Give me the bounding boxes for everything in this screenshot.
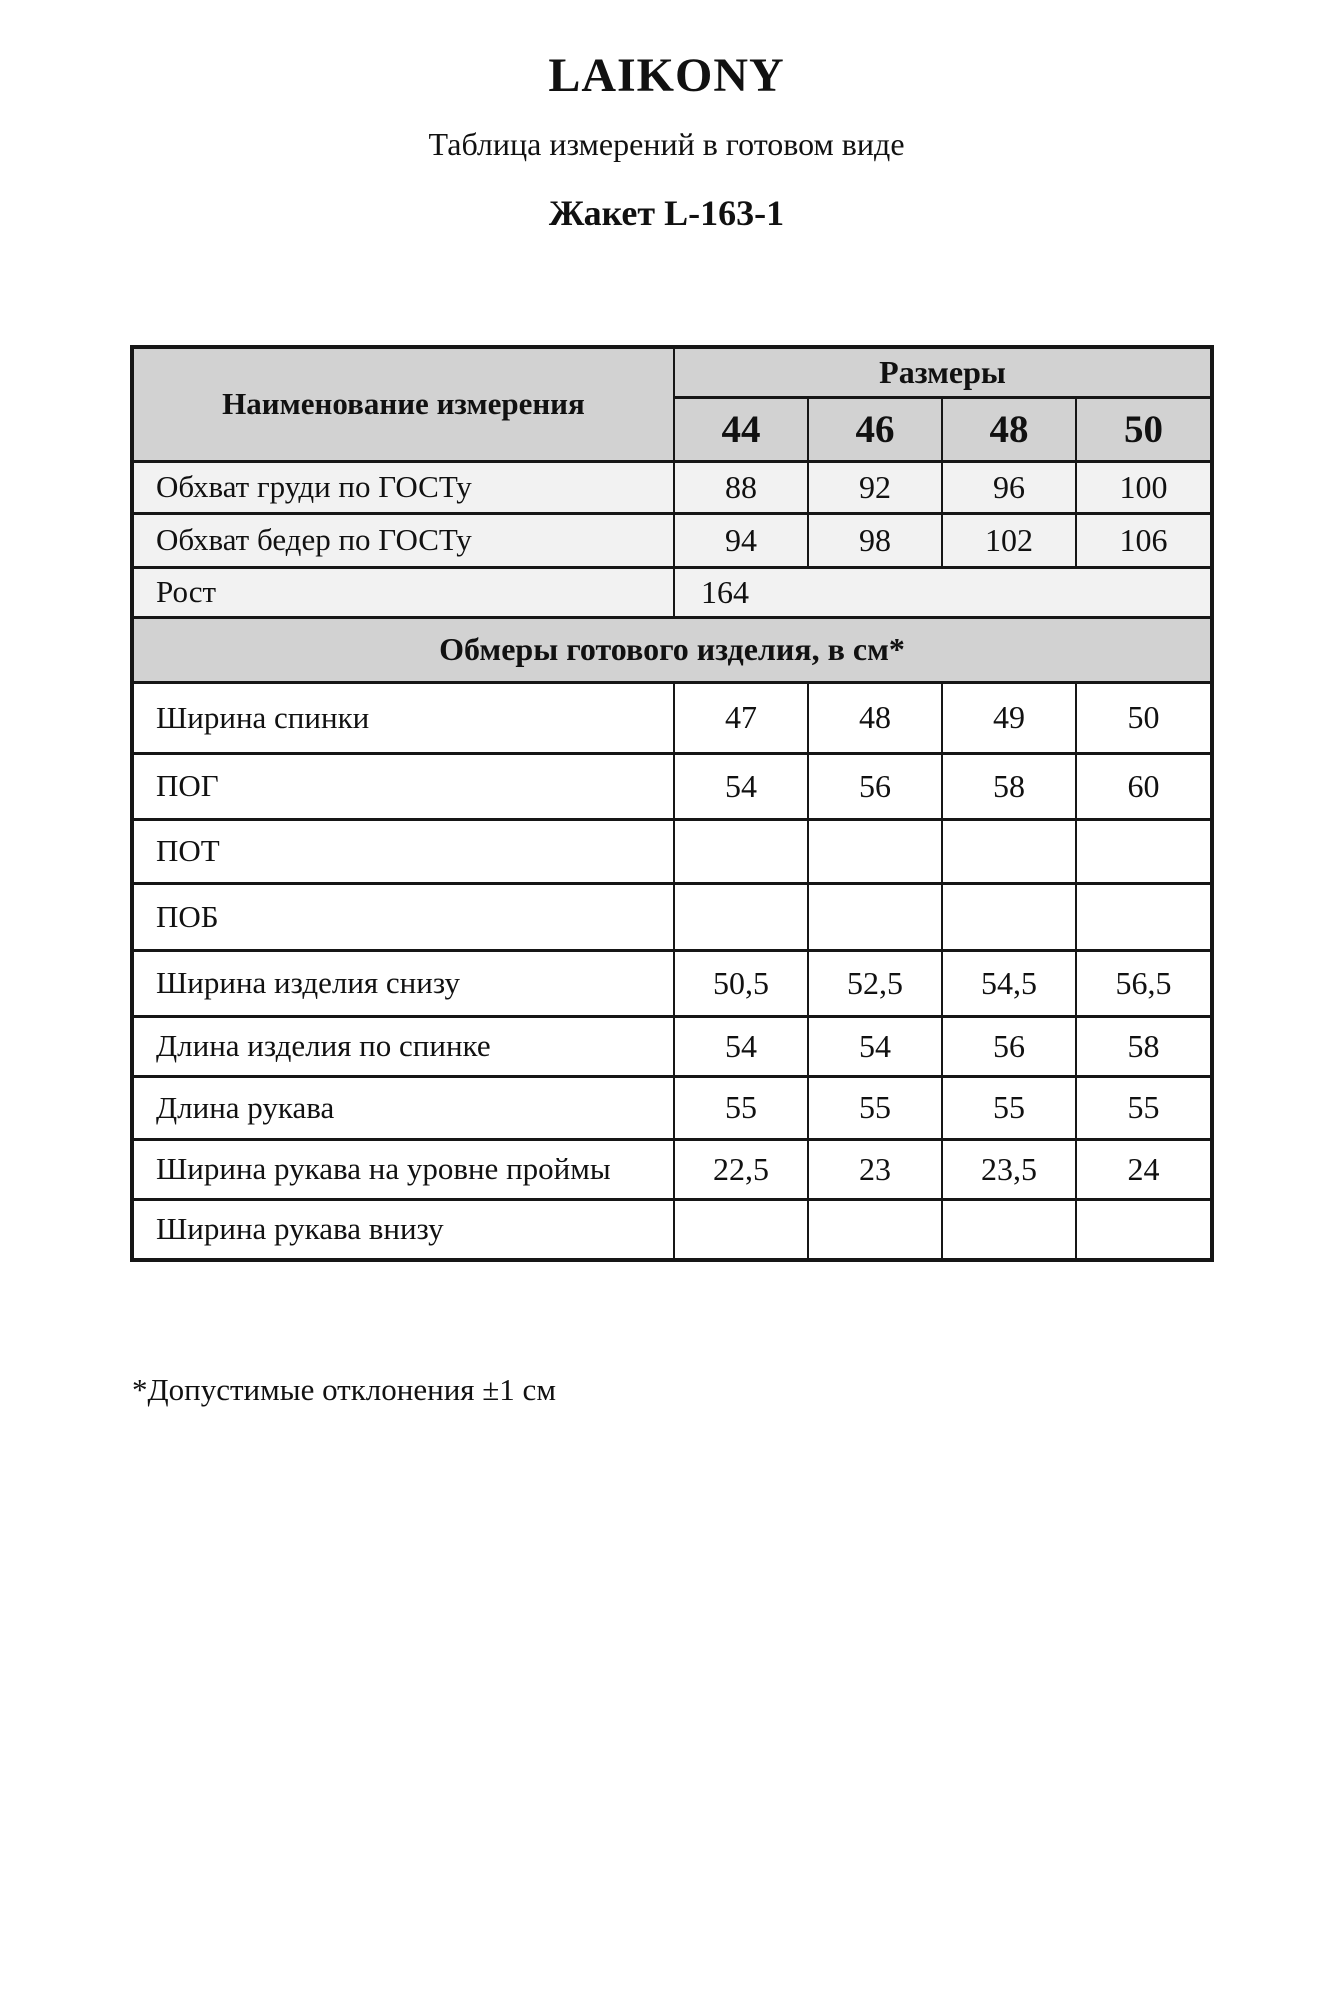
table-row-sleeve-length: Длина рукава 55 55 55 55 xyxy=(131,1074,1214,1141)
table-row-chest-gost: Обхват груди по ГОСТу 88 92 96 100 xyxy=(131,459,1214,515)
cell-value: 55 xyxy=(941,1074,1077,1141)
page-subtitle: Таблица измерений в готовом виде xyxy=(428,126,905,162)
table-row-pob: ПОБ xyxy=(131,881,1214,952)
size-column-header-48: 48 xyxy=(941,395,1077,463)
cell-value xyxy=(941,1197,1077,1262)
cell-value: 55 xyxy=(673,1074,809,1141)
brand-title: LAIKONY xyxy=(548,49,785,102)
cell-value: 102 xyxy=(941,511,1077,569)
cell-value: 47 xyxy=(673,680,809,755)
cell-value: 88 xyxy=(673,459,809,515)
cell-value: 48 xyxy=(807,680,943,755)
cell-value xyxy=(807,881,943,952)
cell-value: 60 xyxy=(1074,751,1214,821)
product-title: Жакет L-163-1 xyxy=(548,193,785,233)
cell-value: 55 xyxy=(807,1074,943,1141)
cell-value xyxy=(941,817,1077,885)
cell-value: 100 xyxy=(1074,459,1214,515)
cell-value: 56 xyxy=(941,1014,1077,1078)
cell-value: 58 xyxy=(941,751,1077,821)
cell-value: 106 xyxy=(1074,511,1214,569)
column-header-sizes: Размеры xyxy=(672,345,1214,399)
cell-value: 54 xyxy=(807,1014,943,1078)
cell-value: 98 xyxy=(807,511,943,569)
row-label: Длина рукава xyxy=(131,1074,675,1141)
table-row-sleeve-width-bottom: Ширина рукава внизу xyxy=(131,1197,1214,1262)
cell-value: 50,5 xyxy=(673,948,809,1018)
size-column-header-44: 44 xyxy=(673,395,809,463)
measurements-table: Наименование измерения Размеры 44 46 48 … xyxy=(130,345,1215,1262)
size-numbers-row: 44 46 48 50 xyxy=(132,395,1214,463)
cell-value-height: 164 xyxy=(672,565,1214,619)
row-label: Ширина рукава внизу xyxy=(131,1197,675,1262)
table-row-pot: ПОТ xyxy=(131,817,1214,885)
table-row-pog: ПОГ 54 56 58 60 xyxy=(131,751,1214,821)
cell-value: 54 xyxy=(673,1014,809,1078)
cell-value: 23,5 xyxy=(941,1137,1077,1201)
row-label: ПОБ xyxy=(131,881,675,952)
cell-value xyxy=(1074,817,1214,885)
cell-value xyxy=(673,817,809,885)
cell-value xyxy=(1074,1197,1214,1262)
cell-value: 24 xyxy=(1074,1137,1214,1201)
section-header-row: Обмеры готового изделия, в см* xyxy=(130,615,1214,684)
table-row-height: Рост 164 xyxy=(131,565,1214,619)
table-row-back-width: Ширина спинки 47 48 49 50 xyxy=(131,680,1214,755)
cell-value: 92 xyxy=(807,459,943,515)
row-label: Рост xyxy=(131,565,675,619)
row-label: Обхват груди по ГОСТу xyxy=(131,459,675,515)
table-row-bottom-width: Ширина изделия снизу 50,5 52,5 54,5 56,5 xyxy=(131,948,1214,1018)
table-row-sleeve-width-armhole: Ширина рукава на уровне проймы 22,5 23 2… xyxy=(131,1137,1214,1201)
size-column-header-50: 50 xyxy=(1074,395,1214,463)
cell-value xyxy=(1074,881,1214,952)
row-label: Длина изделия по спинке xyxy=(131,1014,675,1078)
cell-value: 52,5 xyxy=(807,948,943,1018)
cell-value xyxy=(807,1197,943,1262)
cell-value xyxy=(807,817,943,885)
cell-value: 55 xyxy=(1074,1074,1214,1141)
row-label: Ширина спинки xyxy=(131,680,675,755)
cell-value: 22,5 xyxy=(673,1137,809,1201)
size-column-header-46: 46 xyxy=(807,395,943,463)
row-label: ПОТ xyxy=(131,817,675,885)
column-header-measurement-name: Наименование измерения xyxy=(131,345,675,463)
cell-value: 23 xyxy=(807,1137,943,1201)
cell-value: 58 xyxy=(1074,1014,1214,1078)
cell-value: 54,5 xyxy=(941,948,1077,1018)
table-header-row: Наименование измерения Размеры xyxy=(131,345,1214,463)
cell-value: 56,5 xyxy=(1074,948,1214,1018)
cell-value: 96 xyxy=(941,459,1077,515)
cell-value: 49 xyxy=(941,680,1077,755)
row-label: ПОГ xyxy=(131,751,675,821)
cell-value: 94 xyxy=(673,511,809,569)
cell-value: 56 xyxy=(807,751,943,821)
section-header: Обмеры готового изделия, в см* xyxy=(130,615,1214,684)
cell-value: 54 xyxy=(673,751,809,821)
row-label: Ширина изделия снизу xyxy=(131,948,675,1018)
row-label: Ширина рукава на уровне проймы xyxy=(131,1137,675,1201)
table-row-hips-gost: Обхват бедер по ГОСТу 94 98 102 106 xyxy=(131,511,1214,569)
cell-value xyxy=(673,881,809,952)
cell-value xyxy=(673,1197,809,1262)
tolerance-footnote: *Допустимые отклонения ±1 см xyxy=(132,1372,556,1407)
cell-value xyxy=(941,881,1077,952)
table-row-back-length: Длина изделия по спинке 54 54 56 58 xyxy=(131,1014,1214,1078)
row-label: Обхват бедер по ГОСТу xyxy=(131,511,675,569)
cell-value: 50 xyxy=(1074,680,1214,755)
